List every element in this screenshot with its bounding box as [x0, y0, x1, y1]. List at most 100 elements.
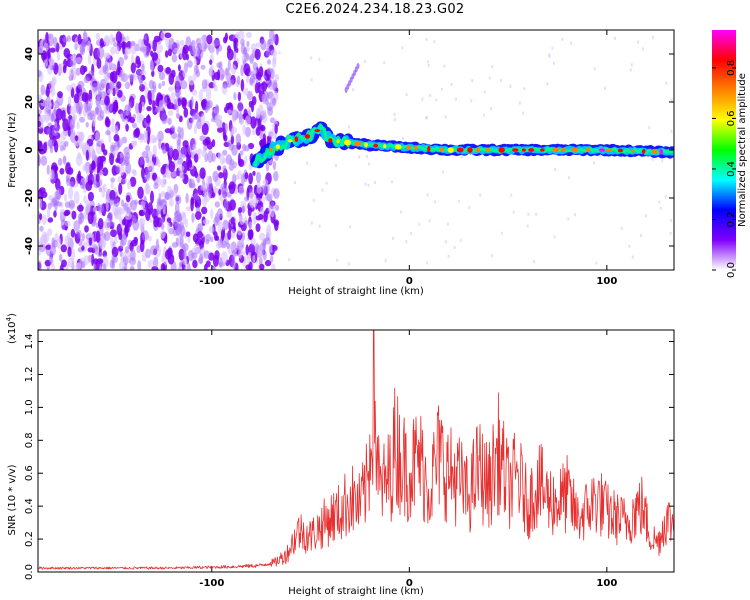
noise-blob: [227, 230, 232, 241]
noise-blob: [103, 231, 111, 242]
noise-blob: [147, 160, 155, 171]
faint-mark: [318, 224, 321, 228]
noise-blob: [112, 37, 116, 43]
noise-blob: [57, 157, 63, 166]
noise-blob: [111, 118, 115, 126]
noise-blob: [87, 173, 95, 186]
noise-blob: [230, 64, 237, 75]
noise-blob: [258, 104, 264, 116]
snr-x-tick-label: 0: [406, 578, 413, 589]
faint-mark: [401, 136, 404, 140]
noise-blob: [264, 182, 270, 195]
noise-blob: [258, 257, 263, 266]
noise-blob: [206, 175, 210, 188]
noise-blob: [237, 101, 243, 113]
signal-peak: [642, 148, 646, 154]
noise-blob: [45, 244, 52, 250]
noise-blob: [219, 152, 225, 165]
noise-blob: [97, 218, 104, 230]
noise-blob: [177, 97, 182, 107]
noise-blob: [173, 47, 180, 55]
noise-blob: [209, 59, 213, 65]
noise-blob: [244, 115, 251, 126]
noise-blob: [112, 87, 116, 97]
noise-blob: [79, 131, 84, 143]
noise-blob: [96, 156, 104, 168]
noise-blob: [77, 105, 83, 117]
noise-blob: [175, 194, 182, 205]
faint-mark: [454, 97, 457, 101]
noise-blob: [97, 202, 101, 212]
noise-blob: [147, 90, 152, 102]
noise-blob: [67, 187, 74, 200]
noise-blob: [132, 114, 136, 119]
noise-blob: [139, 217, 146, 227]
noise-blob: [110, 229, 117, 238]
signal-peak: [512, 148, 519, 152]
noise-blob: [81, 245, 85, 251]
faint-mark: [500, 231, 503, 235]
noise-blob: [238, 207, 243, 214]
noise-blob: [109, 189, 116, 201]
noise-blob: [38, 70, 42, 77]
noise-blob: [98, 186, 103, 193]
noise-blob: [153, 256, 159, 268]
noise-blob: [79, 140, 83, 149]
noise-blob: [214, 201, 220, 208]
noise-blob: [113, 134, 120, 142]
faint-mark: [269, 134, 272, 137]
spectrogram-noise: [38, 30, 280, 270]
noise-blob: [187, 60, 193, 68]
noise-blob: [95, 94, 101, 107]
noise-blob: [274, 73, 279, 82]
spectrogram-streak: [344, 63, 360, 93]
noise-blob: [95, 173, 100, 183]
faint-mark: [288, 258, 291, 262]
noise-blob: [248, 172, 254, 185]
noise-blob: [141, 166, 145, 180]
noise-blob: [85, 149, 89, 161]
noise-blob: [173, 216, 180, 227]
noise-blob: [264, 259, 272, 267]
noise-blob: [199, 167, 206, 179]
noise-blob: [242, 124, 246, 135]
noise-blob: [38, 260, 42, 270]
noise-blob: [124, 246, 130, 254]
noise-blob: [123, 55, 128, 61]
noise-blob: [152, 172, 158, 180]
noise-blob: [48, 57, 55, 66]
faint-mark: [659, 206, 662, 210]
faint-mark: [270, 98, 273, 102]
spectrogram-axes: -100 0 100 -40 -20 0 20 40: [24, 30, 674, 287]
noise-blob: [167, 253, 175, 265]
noise-blob: [255, 171, 262, 183]
noise-blob: [155, 134, 161, 141]
noise-blob: [115, 164, 121, 174]
noise-blob: [130, 249, 136, 262]
noise-blob: [85, 165, 90, 175]
faint-mark: [306, 161, 309, 165]
noise-blob: [255, 112, 260, 119]
noise-blob: [79, 43, 84, 55]
noise-blob: [250, 237, 256, 246]
noise-blob: [257, 81, 261, 94]
noise-blob: [83, 255, 90, 265]
noise-blob: [139, 209, 144, 216]
noise-blob: [206, 141, 213, 150]
signal-peak: [336, 139, 340, 144]
faint-mark: [426, 261, 429, 265]
noise-blob: [182, 259, 188, 266]
noise-blob: [84, 225, 89, 233]
noise-blob: [92, 82, 98, 92]
noise-blob: [69, 105, 77, 116]
noise-blob: [86, 102, 92, 111]
noise-blob: [142, 43, 147, 55]
noise-blob: [173, 98, 178, 110]
noise-blob: [150, 190, 154, 204]
faint-mark: [349, 225, 352, 229]
noise-blob: [157, 160, 161, 168]
noise-blob: [101, 90, 106, 100]
noise-blob: [145, 145, 151, 152]
noise-blob: [232, 50, 237, 60]
noise-blob: [111, 253, 115, 265]
